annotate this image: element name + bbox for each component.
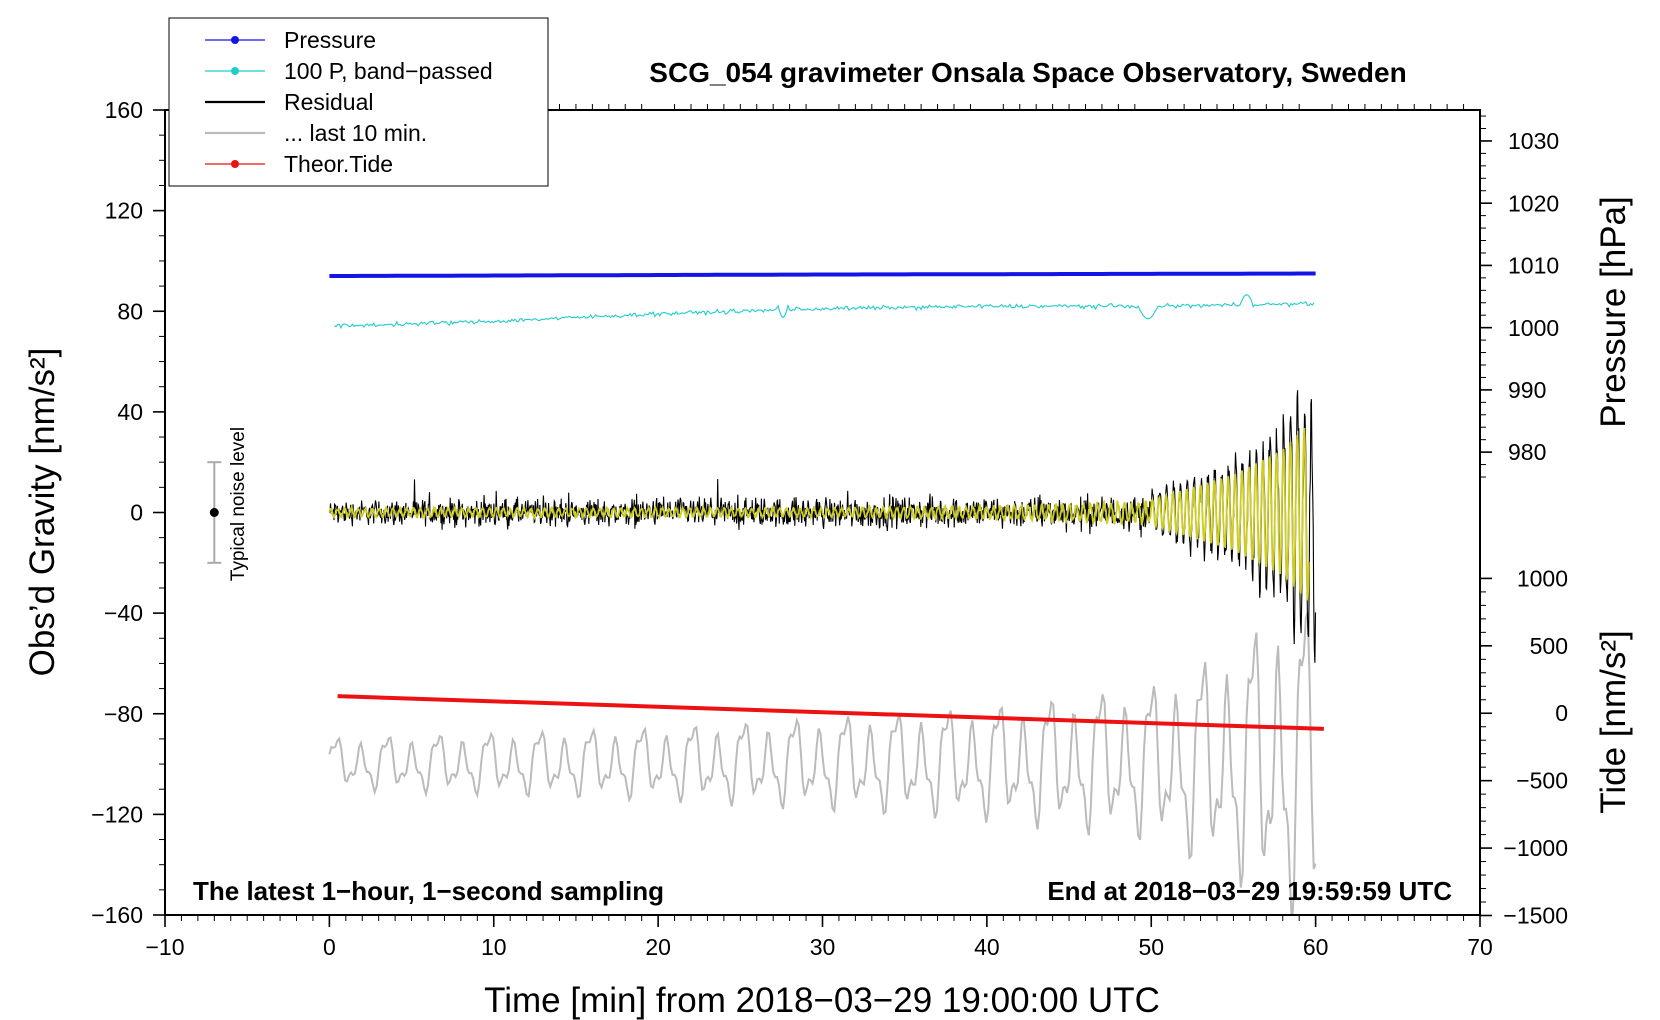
legend-label: ... last 10 min. [284, 120, 427, 146]
y-tick-label: −120 [91, 801, 143, 827]
y-tick-label: 0 [130, 500, 143, 526]
x-tick-label: 20 [645, 934, 671, 960]
x-axis-label: Time [min] from 2018−03−29 19:00:00 UTC [484, 981, 1160, 1020]
x-tick-label: 40 [974, 934, 1000, 960]
tide-tick-label: −500 [1516, 768, 1568, 794]
pressure-tick-label: 1020 [1508, 190, 1559, 216]
legend: Pressure 100 P, band−passed Residual ... la… [205, 27, 493, 177]
y-axis-tide: 1000 500 0 −500 −1000 −1500 [1480, 565, 1568, 929]
y-tick-label: −160 [91, 902, 143, 928]
series-last-10-min [328, 612, 1317, 915]
y-tick-label: −40 [104, 600, 143, 626]
pressure-tick-label: 980 [1508, 439, 1546, 465]
series-pressure [329, 271, 1316, 278]
tide-tick-label: 1000 [1517, 565, 1568, 591]
legend-label: Pressure [284, 27, 376, 53]
series-layer [328, 271, 1324, 915]
noise-level-indicator [207, 461, 222, 564]
pressure-tick-label: 1030 [1508, 128, 1559, 154]
series-theor-tide [337, 694, 1324, 731]
y-axis-left: 160 120 80 40 0 −40 −80 −120 −160 [91, 97, 165, 928]
pressure-tick-label: 1000 [1508, 315, 1559, 341]
x-tick-label: 10 [481, 934, 507, 960]
y-axis-label-pressure: Pressure [hPa] [1594, 196, 1633, 428]
legend-marker [231, 160, 239, 168]
y-tick-label: 160 [105, 97, 143, 123]
tide-tick-label: 500 [1530, 633, 1568, 659]
pressure-tick-label: 990 [1508, 377, 1546, 403]
legend-marker [231, 67, 239, 75]
x-axis: −10 0 10 20 30 40 50 60 70 [145, 104, 1493, 960]
legend-label: Theor.Tide [284, 151, 393, 177]
legend-label: 100 P, band−passed [284, 58, 493, 84]
x-tick-label: 30 [810, 934, 836, 960]
x-tick-label: 0 [323, 934, 336, 960]
legend-marker [231, 36, 239, 44]
tide-tick-label: −1500 [1503, 903, 1568, 929]
y-tick-label: 40 [117, 399, 143, 425]
x-tick-label: 50 [1138, 934, 1164, 960]
noise-level-label: Typical noise level [228, 427, 249, 581]
y-axis-label-tide: Tide [nm/s²] [1594, 630, 1633, 813]
y-tick-label: −80 [104, 701, 143, 727]
x-tick-label: −10 [145, 934, 184, 960]
y-axis-pressure: 1030 1020 1010 1000 990 980 [1480, 115, 1559, 478]
y-tick-label: 80 [117, 298, 143, 324]
pressure-tick-label: 1010 [1508, 252, 1559, 278]
noise-bar-dot [209, 508, 219, 517]
series-band-passed-residual [328, 427, 1310, 601]
annotation-sampling: The latest 1−hour, 1−second sampling [193, 876, 664, 906]
series-pressure-band-passed [334, 294, 1315, 330]
legend-label: Residual [284, 89, 374, 115]
y-tick-label: 120 [105, 198, 143, 224]
annotation-end-time: End at 2018−03−29 19:59:59 UTC [1047, 876, 1452, 906]
tide-tick-label: 0 [1555, 700, 1568, 726]
tide-tick-label: −1000 [1503, 835, 1568, 861]
y-axis-label-left: Obs’d Gravity [nm/s²] [23, 348, 62, 677]
chart-title: SCG_054 gravimeter Onsala Space Observat… [649, 57, 1406, 88]
series-residual [328, 390, 1317, 663]
x-tick-label: 70 [1467, 934, 1493, 960]
x-tick-label: 60 [1303, 934, 1329, 960]
